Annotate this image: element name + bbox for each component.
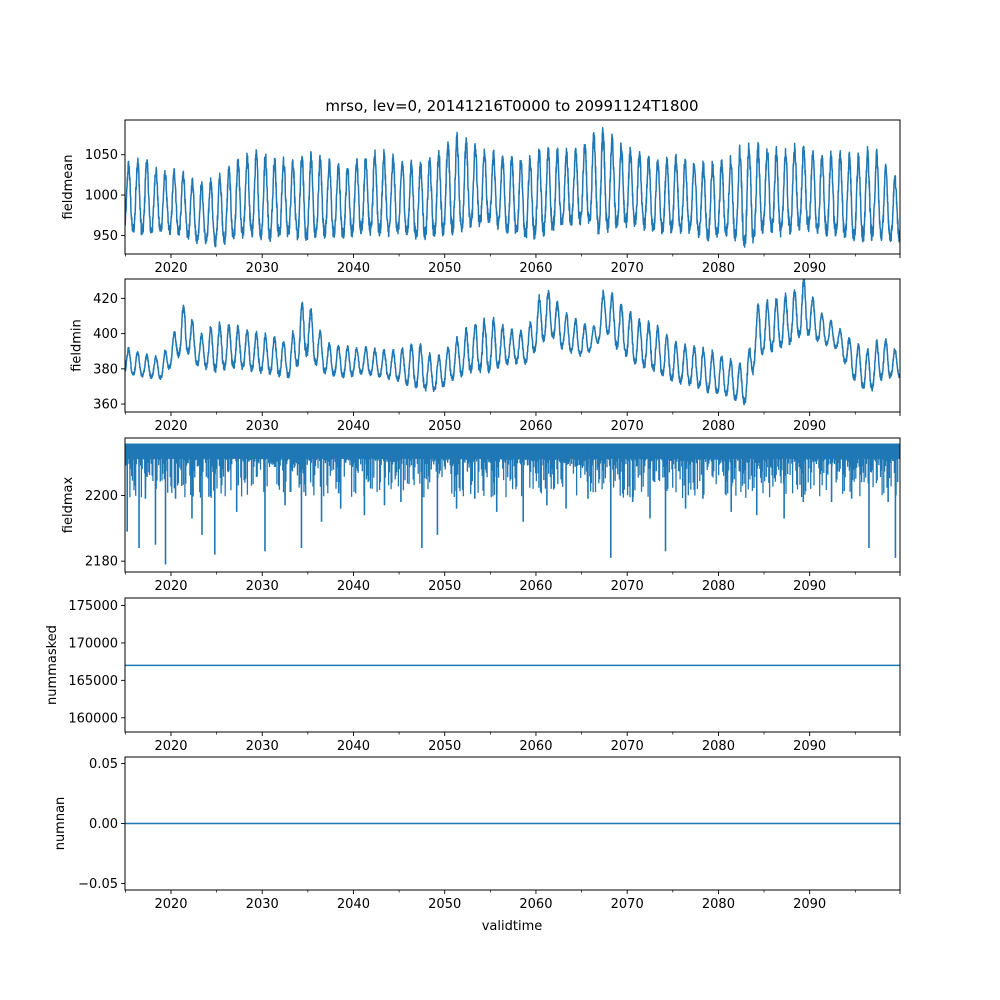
y-tick-label: 1000 (85, 189, 118, 204)
fieldmin-y-label: fieldmin (69, 319, 84, 372)
numnan-y-axis: −0.05 0.00 0.05 (78, 757, 125, 892)
fieldmin-series (125, 279, 900, 406)
x-tick-label: 2030 (246, 897, 279, 912)
y-tick-label: 160000 (68, 711, 118, 726)
x-tick-label: 2090 (793, 261, 826, 276)
x-tick-label: 2080 (702, 261, 735, 276)
x-tick-label: 2030 (246, 261, 279, 276)
nummasked-axes-frame (124, 597, 901, 733)
numnan-y-label: numnan (53, 797, 68, 851)
fieldmax-y-axis: 2180 2200 (85, 489, 125, 570)
fieldmin-x-axis: 2020 2030 2040 2050 2060 2070 2080 2090 (125, 412, 901, 434)
panel-fieldmax: 2020 2030 2040 2050 2060 2070 2080 2090 2180 2200… (61, 437, 901, 594)
x-tick-label: 2020 (154, 261, 187, 276)
y-tick-label: 1050 (85, 148, 118, 163)
x-tick-label: 2060 (519, 897, 552, 912)
y-tick-label: 2200 (85, 489, 118, 504)
x-tick-label: 2020 (154, 739, 187, 754)
fieldmax-spikes (125, 443, 900, 498)
x-tick-label: 2060 (519, 739, 552, 754)
x-tick-label: 2020 (154, 897, 187, 912)
x-tick-label: 2060 (519, 579, 552, 594)
x-tick-label: 2040 (337, 261, 370, 276)
fieldmax-series (125, 443, 900, 565)
fieldmin-line (125, 279, 900, 406)
fieldmean-axes-frame (124, 119, 901, 255)
x-tick-label: 2090 (793, 419, 826, 434)
y-tick-label: 170000 (68, 636, 118, 651)
nummasked-x-axis: 2020 2030 2040 2050 2060 2070 2080 2090 (125, 732, 901, 754)
x-axis-label: validtime (482, 919, 543, 934)
x-tick-label: 2030 (246, 419, 279, 434)
x-tick-label: 2020 (154, 419, 187, 434)
x-tick-label: 2050 (428, 739, 461, 754)
x-tick-label: 2090 (793, 739, 826, 754)
fieldmax-y-label: fieldmax (61, 477, 76, 534)
fieldmax-axes-frame (124, 437, 901, 573)
fieldmean-series (125, 127, 900, 248)
x-tick-label: 2070 (611, 261, 644, 276)
fieldmax-x-axis: 2020 2030 2040 2050 2060 2070 2080 2090 (125, 572, 901, 594)
y-tick-label: 420 (93, 292, 118, 307)
numnan-x-axis: 2020 2030 2040 2050 2060 2070 2080 2090 (125, 890, 901, 912)
fieldmin-y-axis: 360 380 400 420 (93, 292, 125, 413)
x-tick-label: 2050 (428, 579, 461, 594)
panel-numnan: 2020 2030 2040 2050 2060 2070 2080 2090 −0.05 0.0… (53, 756, 901, 912)
x-tick-label: 2040 (337, 579, 370, 594)
x-tick-label: 2020 (154, 579, 187, 594)
figure-title: mrso, lev=0, 20141216T0000 to 20991124T1… (325, 97, 698, 115)
x-tick-label: 2080 (702, 579, 735, 594)
y-tick-label: 175000 (68, 599, 118, 614)
subplots: 2020 2030 2040 2050 2060 2070 2080 2090 950 1000 1… (45, 119, 901, 912)
x-tick-label: 2080 (702, 897, 735, 912)
y-tick-label: 2180 (85, 555, 118, 570)
nummasked-y-label: nummasked (45, 625, 60, 705)
x-tick-label: 2040 (337, 897, 370, 912)
x-tick-label: 2060 (519, 261, 552, 276)
x-tick-label: 2070 (611, 897, 644, 912)
y-tick-label: 400 (93, 327, 118, 342)
fieldmean-y-axis: 950 1000 1050 (85, 148, 125, 244)
x-tick-label: 2040 (337, 739, 370, 754)
fieldmin-axes-frame (124, 278, 901, 413)
x-tick-label: 2070 (611, 579, 644, 594)
panel-fieldmean: 2020 2030 2040 2050 2060 2070 2080 2090 950 1000 1… (61, 119, 901, 276)
x-tick-label: 2050 (428, 419, 461, 434)
x-tick-label: 2080 (702, 419, 735, 434)
x-tick-label: 2030 (246, 739, 279, 754)
y-tick-label: 360 (93, 398, 118, 413)
x-tick-label: 2050 (428, 261, 461, 276)
y-tick-label: −0.05 (78, 877, 118, 892)
nummasked-y-axis: 160000 165000 170000 175000 (68, 599, 125, 726)
x-tick-label: 2070 (611, 419, 644, 434)
x-tick-label: 2050 (428, 897, 461, 912)
x-tick-label: 2070 (611, 739, 644, 754)
y-tick-label: 950 (93, 229, 118, 244)
x-tick-label: 2090 (793, 897, 826, 912)
x-tick-label: 2090 (793, 579, 826, 594)
x-tick-label: 2030 (246, 579, 279, 594)
x-tick-label: 2040 (337, 419, 370, 434)
x-tick-label: 2080 (702, 739, 735, 754)
fieldmean-y-label: fieldmean (61, 155, 76, 220)
y-tick-label: 0.05 (89, 757, 118, 772)
y-tick-label: 380 (93, 362, 118, 377)
panel-nummasked: 2020 2030 2040 2050 2060 2070 2080 209016000016… (45, 597, 901, 754)
fieldmean-line (125, 127, 900, 248)
panel-fieldmin: 2020 2030 2040 2050 2060 2070 2080 2090 360 380 40… (69, 278, 901, 434)
y-tick-label: 0.00 (89, 817, 118, 832)
x-tick-label: 2060 (519, 419, 552, 434)
y-tick-label: 165000 (68, 674, 118, 689)
fieldmean-x-axis: 2020 2030 2040 2050 2060 2070 2080 2090 (125, 254, 901, 276)
